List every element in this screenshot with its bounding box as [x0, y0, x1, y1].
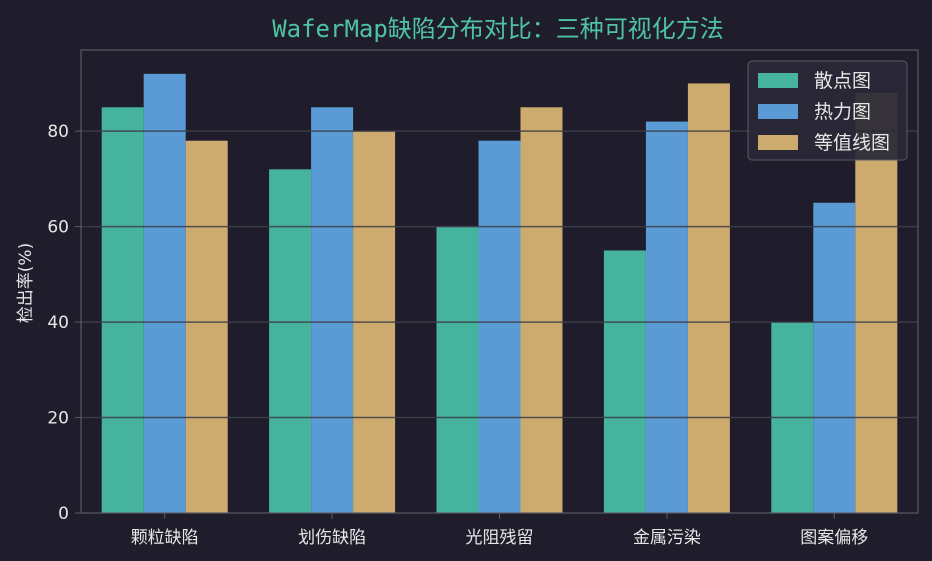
y-tick-label: 0 [58, 504, 69, 524]
legend-label: 热力图 [814, 101, 871, 123]
x-tick-label: 金属污染 [633, 528, 701, 548]
legend-swatch [758, 135, 798, 150]
bar [102, 107, 144, 513]
bar [437, 227, 479, 513]
bar [646, 122, 688, 513]
bar [813, 203, 855, 513]
bar [479, 141, 521, 513]
y-axis-label: 检出率(%) [16, 243, 36, 323]
legend-label: 等值线图 [814, 132, 890, 154]
x-tick-label: 光阻残留 [466, 528, 534, 548]
bar [269, 169, 311, 513]
x-tick-label: 划伤缺陷 [298, 528, 366, 548]
y-tick-label: 80 [47, 122, 69, 142]
chart-title: WaferMap缺陷分布对比：三种可视化方法 [272, 15, 724, 43]
bar [311, 107, 353, 513]
legend-label: 散点图 [814, 70, 871, 92]
x-tick-label: 颗粒缺陷 [131, 528, 199, 548]
y-tick-label: 60 [47, 218, 69, 238]
bar [186, 141, 228, 513]
bar [521, 107, 563, 513]
legend-swatch [758, 73, 798, 88]
y-tick-label: 20 [47, 409, 69, 429]
x-tick-label: 图案偏移 [800, 528, 868, 548]
y-tick-label: 40 [47, 313, 69, 333]
legend-swatch [758, 104, 798, 119]
bar [144, 74, 186, 513]
bar [688, 83, 730, 513]
bar [604, 250, 646, 513]
